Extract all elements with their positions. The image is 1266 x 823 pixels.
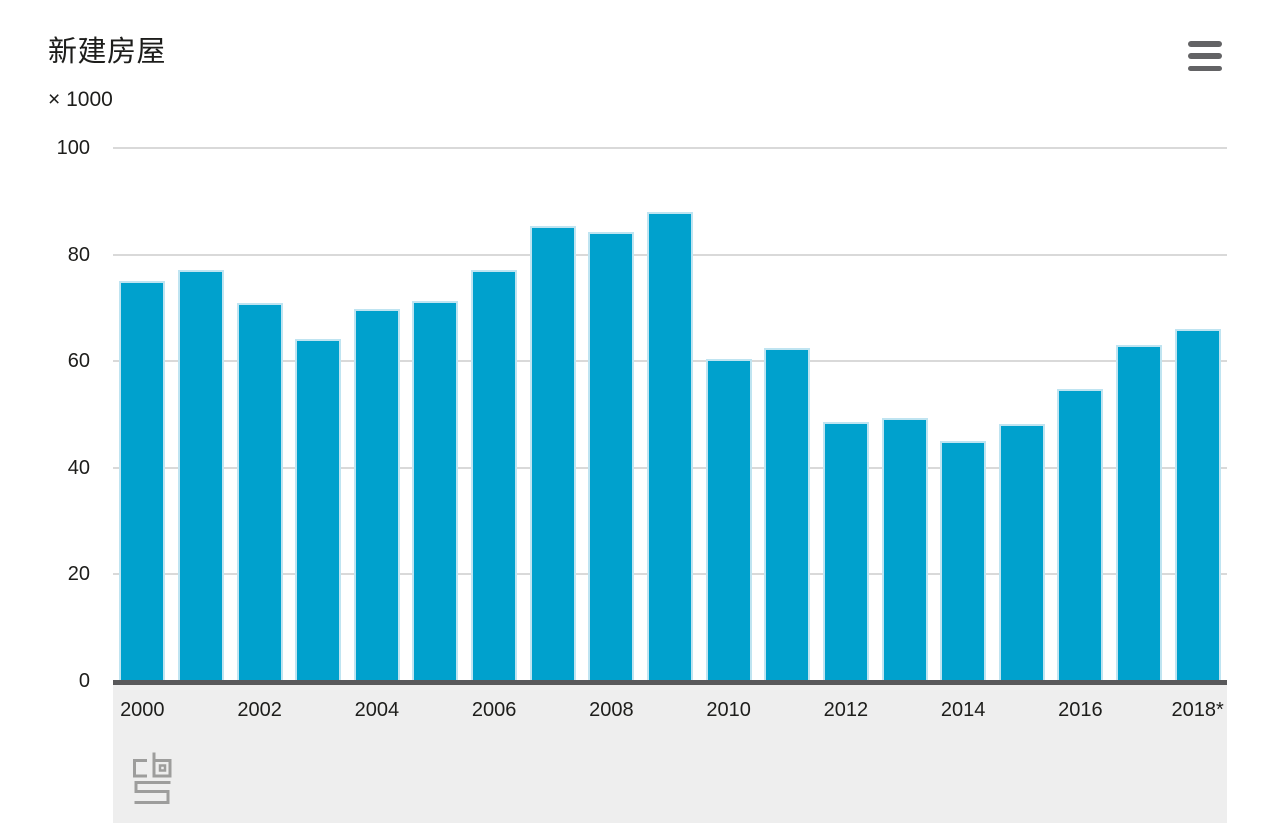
x-tick-label-2018: 2018* bbox=[1171, 699, 1224, 721]
x-tick-label-2008: 2008 bbox=[589, 699, 634, 721]
x-tick-label-2000: 2000 bbox=[120, 699, 165, 721]
bar-2003[interactable] bbox=[295, 339, 342, 681]
x-axis-line bbox=[113, 680, 1227, 685]
cbs-logo-letter-c bbox=[133, 759, 147, 778]
x-axis-area: 2000 2002 2004 2006 2008 2010 2012 2014 2016 2018… bbox=[113, 685, 1227, 823]
bar-2000[interactable] bbox=[119, 281, 166, 681]
y-axis-unit-label: × 1000 bbox=[48, 88, 113, 111]
y-tick-label-40: 40 bbox=[67, 456, 90, 479]
gridline-100 bbox=[113, 147, 1227, 149]
bar-2009[interactable] bbox=[647, 211, 693, 681]
x-tick-label-2012: 2012 bbox=[823, 699, 869, 721]
bar-2006[interactable] bbox=[471, 270, 518, 681]
bar-2014[interactable] bbox=[940, 441, 987, 681]
bar-2010[interactable] bbox=[705, 358, 752, 681]
hamburger-menu-button[interactable] bbox=[1188, 41, 1224, 71]
y-tick-label-0: 0 bbox=[78, 670, 90, 692]
y-tick-label-80: 80 bbox=[67, 243, 90, 266]
bar-2013[interactable] bbox=[881, 418, 928, 681]
chart-title: 新建房屋 bbox=[48, 36, 167, 68]
hamburger-menu-icon bbox=[1188, 53, 1222, 59]
x-tick-label-2006: 2006 bbox=[471, 699, 517, 721]
x-tick-label-2016: 2016 bbox=[1058, 699, 1103, 721]
cbs-logo-letter-s bbox=[134, 781, 171, 804]
bar-2002[interactable] bbox=[236, 302, 283, 681]
bar-2015[interactable] bbox=[998, 423, 1045, 681]
cbs-logo bbox=[133, 752, 172, 804]
bar-2005[interactable] bbox=[412, 300, 459, 681]
y-tick-label-60: 60 bbox=[67, 350, 90, 373]
x-tick-label-2014: 2014 bbox=[940, 699, 986, 721]
bar-2001[interactable] bbox=[177, 270, 224, 681]
bar-2012[interactable] bbox=[822, 421, 869, 681]
y-tick-label-100: 100 bbox=[56, 137, 90, 159]
x-tick-label-2002: 2002 bbox=[237, 699, 282, 721]
bar-series bbox=[113, 148, 1227, 681]
x-tick-label-2004: 2004 bbox=[354, 699, 400, 721]
cbs-logo-letter-b bbox=[152, 752, 172, 778]
bar-2007[interactable] bbox=[529, 226, 576, 681]
bar-2011[interactable] bbox=[764, 348, 811, 681]
cbs-logo-letter-b-counter bbox=[158, 764, 167, 772]
bar-2016[interactable] bbox=[1057, 389, 1104, 681]
bar-2018*[interactable] bbox=[1174, 329, 1221, 681]
bar-2008[interactable] bbox=[588, 232, 635, 681]
hamburger-menu-icon bbox=[1188, 65, 1222, 71]
x-tick-label-2010: 2010 bbox=[706, 699, 751, 721]
y-tick-label-20: 20 bbox=[67, 563, 90, 586]
bar-2004[interactable] bbox=[353, 308, 400, 681]
hamburger-menu-icon bbox=[1188, 41, 1222, 47]
bar-2017[interactable] bbox=[1116, 345, 1163, 681]
